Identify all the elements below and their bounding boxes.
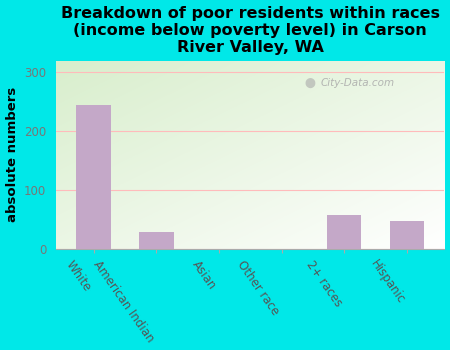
Text: City-Data.com: City-Data.com xyxy=(320,78,394,88)
Text: ⬤: ⬤ xyxy=(305,78,315,89)
Title: Breakdown of poor residents within races
(income below poverty level) in Carson
: Breakdown of poor residents within races… xyxy=(61,6,440,55)
Y-axis label: absolute numbers: absolute numbers xyxy=(5,87,18,223)
Bar xyxy=(327,215,361,249)
Bar xyxy=(76,105,111,249)
Bar xyxy=(390,221,424,249)
Bar xyxy=(139,232,174,249)
